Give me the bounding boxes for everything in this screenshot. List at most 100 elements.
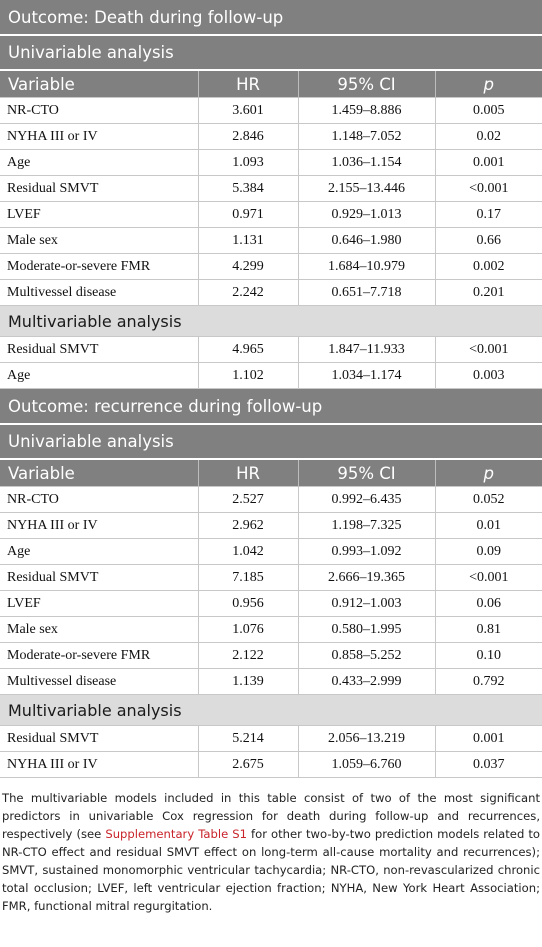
variable-cell: Multivessel disease (0, 668, 199, 695)
univariable-heading: Univariable analysis (0, 424, 542, 460)
variable-cell: NR-CTO (0, 486, 199, 513)
variable-cell: Male sex (0, 616, 199, 643)
cox-regression-table: Outcome: Death during follow-up Univariab… (0, 0, 542, 778)
p-value-cell: <0.001 (434, 175, 542, 202)
p-value-cell: 0.003 (434, 362, 542, 389)
hr-column-header: HR (198, 70, 299, 98)
p-value-cell: 0.01 (434, 512, 542, 539)
hr-cell: 1.076 (197, 616, 299, 643)
ci-cell: 0.993–1.092 (297, 538, 436, 565)
hr-cell: 1.139 (197, 668, 299, 695)
table-row: Male sex 1.076 0.580–1.995 0.81 (0, 616, 542, 643)
supplementary-table-link[interactable]: Supplementary Table S1 (105, 827, 247, 841)
hr-cell: 2.962 (197, 512, 299, 539)
table-row: Male sex 1.131 0.646–1.980 0.66 (0, 227, 542, 254)
hr-cell: 4.299 (197, 253, 299, 280)
table-row: Moderate-or-severe FMR 2.122 0.858–5.252 0.… (0, 642, 542, 669)
table-row: NR-CTO 3.601 1.459–8.886 0.005 (0, 97, 542, 124)
ci-cell: 2.056–13.219 (297, 725, 436, 752)
variable-cell: NYHA III or IV (0, 123, 199, 150)
hr-cell: 1.102 (197, 362, 299, 389)
p-value-cell: 0.001 (434, 149, 542, 176)
variable-cell: Moderate-or-severe FMR (0, 642, 199, 669)
outcome-heading: Outcome: Death during follow-up (0, 0, 542, 36)
p-value-cell: 0.06 (434, 590, 542, 617)
ci-cell: 1.684–10.979 (297, 253, 436, 280)
column-header-row: Variable HR 95% CI p (0, 459, 542, 487)
p-value-cell: 0.002 (434, 253, 542, 280)
table-row: Moderate-or-severe FMR 4.299 1.684–10.979 0… (0, 253, 542, 280)
variable-cell: Male sex (0, 227, 199, 254)
table-row: NR-CTO 2.527 0.992–6.435 0.052 (0, 486, 542, 513)
ci-cell: 1.059–6.760 (297, 751, 436, 778)
outcome-heading-row: Outcome: Death during follow-up (0, 0, 542, 36)
table-footnote: The multivariable models included in thi… (0, 778, 542, 915)
hr-cell: 3.601 (197, 97, 299, 124)
variable-cell: Age (0, 362, 199, 389)
ci-cell: 1.036–1.154 (297, 149, 436, 176)
ci-cell: 2.155–13.446 (297, 175, 436, 202)
ci-cell: 0.929–1.013 (297, 201, 436, 228)
ci-cell: 0.651–7.718 (297, 279, 436, 306)
ci-cell: 0.858–5.252 (297, 642, 436, 669)
hr-cell: 0.956 (197, 590, 299, 617)
variable-cell: LVEF (0, 590, 199, 617)
variable-cell: Age (0, 538, 199, 565)
ci-cell: 1.198–7.325 (297, 512, 436, 539)
hr-cell: 2.675 (197, 751, 299, 778)
outcome-heading: Outcome: recurrence during follow-up (0, 388, 542, 425)
ci-cell: 0.580–1.995 (297, 616, 436, 643)
variable-cell: NYHA III or IV (0, 512, 199, 539)
variable-cell: Age (0, 149, 199, 176)
hr-cell: 7.185 (197, 564, 299, 591)
column-header-row: Variable HR 95% CI p (0, 70, 542, 98)
variable-column-header: Variable (0, 459, 199, 487)
table-row: Multivessel disease 2.242 0.651–7.718 0.201 (0, 279, 542, 306)
ci-cell: 0.646–1.980 (297, 227, 436, 254)
p-column-header: p (435, 459, 542, 487)
table-row: Age 1.102 1.034–1.174 0.003 (0, 362, 542, 389)
table-row: Residual SMVT 7.185 2.666–19.365 <0.001 (0, 564, 542, 591)
hr-cell: 2.242 (197, 279, 299, 306)
p-value-cell: 0.81 (434, 616, 542, 643)
ci-cell: 1.459–8.886 (297, 97, 436, 124)
ci-cell: 0.912–1.003 (297, 590, 436, 617)
variable-cell: Residual SMVT (0, 336, 199, 363)
table-row: Age 1.042 0.993–1.092 0.09 (0, 538, 542, 565)
multivariable-heading-row: Multivariable analysis (0, 305, 542, 337)
table-row: LVEF 0.971 0.929–1.013 0.17 (0, 201, 542, 228)
ci-cell: 1.034–1.174 (297, 362, 436, 389)
table-row: Residual SMVT 5.214 2.056–13.219 0.001 (0, 725, 542, 752)
variable-column-header: Variable (0, 70, 199, 98)
variable-cell: Residual SMVT (0, 564, 199, 591)
table-row: Residual SMVT 4.965 1.847–11.933 <0.001 (0, 336, 542, 363)
univariable-heading-row: Univariable analysis (0, 424, 542, 460)
p-value-cell: 0.792 (434, 668, 542, 695)
p-value-cell: 0.09 (434, 538, 542, 565)
footnote-text-start: The multivariable models included in thi… (2, 791, 540, 841)
variable-cell: Moderate-or-severe FMR (0, 253, 199, 280)
hr-cell: 1.042 (197, 538, 299, 565)
table-row: NYHA III or IV 2.675 1.059–6.760 0.037 (0, 751, 542, 778)
hr-cell: 1.131 (197, 227, 299, 254)
ci-column-header: 95% CI (298, 459, 436, 487)
ci-column-header: 95% CI (298, 70, 436, 98)
univariable-heading-row: Univariable analysis (0, 35, 542, 71)
ci-cell: 1.148–7.052 (297, 123, 436, 150)
variable-cell: Residual SMVT (0, 175, 199, 202)
table-body: Outcome: Death during follow-up Univariab… (0, 0, 542, 778)
hr-cell: 2.846 (197, 123, 299, 150)
p-column-header: p (435, 70, 542, 98)
variable-cell: NYHA III or IV (0, 751, 199, 778)
outcome-heading-row: Outcome: recurrence during follow-up (0, 388, 542, 425)
multivariable-heading-row: Multivariable analysis (0, 694, 542, 726)
p-value-cell: 0.001 (434, 725, 542, 752)
table-row: Age 1.093 1.036–1.154 0.001 (0, 149, 542, 176)
variable-cell: LVEF (0, 201, 199, 228)
hr-cell: 4.965 (197, 336, 299, 363)
univariable-heading: Univariable analysis (0, 35, 542, 71)
p-value-cell: 0.66 (434, 227, 542, 254)
multivariable-heading: Multivariable analysis (0, 694, 542, 726)
ci-cell: 2.666–19.365 (297, 564, 436, 591)
ci-cell: 1.847–11.933 (297, 336, 436, 363)
